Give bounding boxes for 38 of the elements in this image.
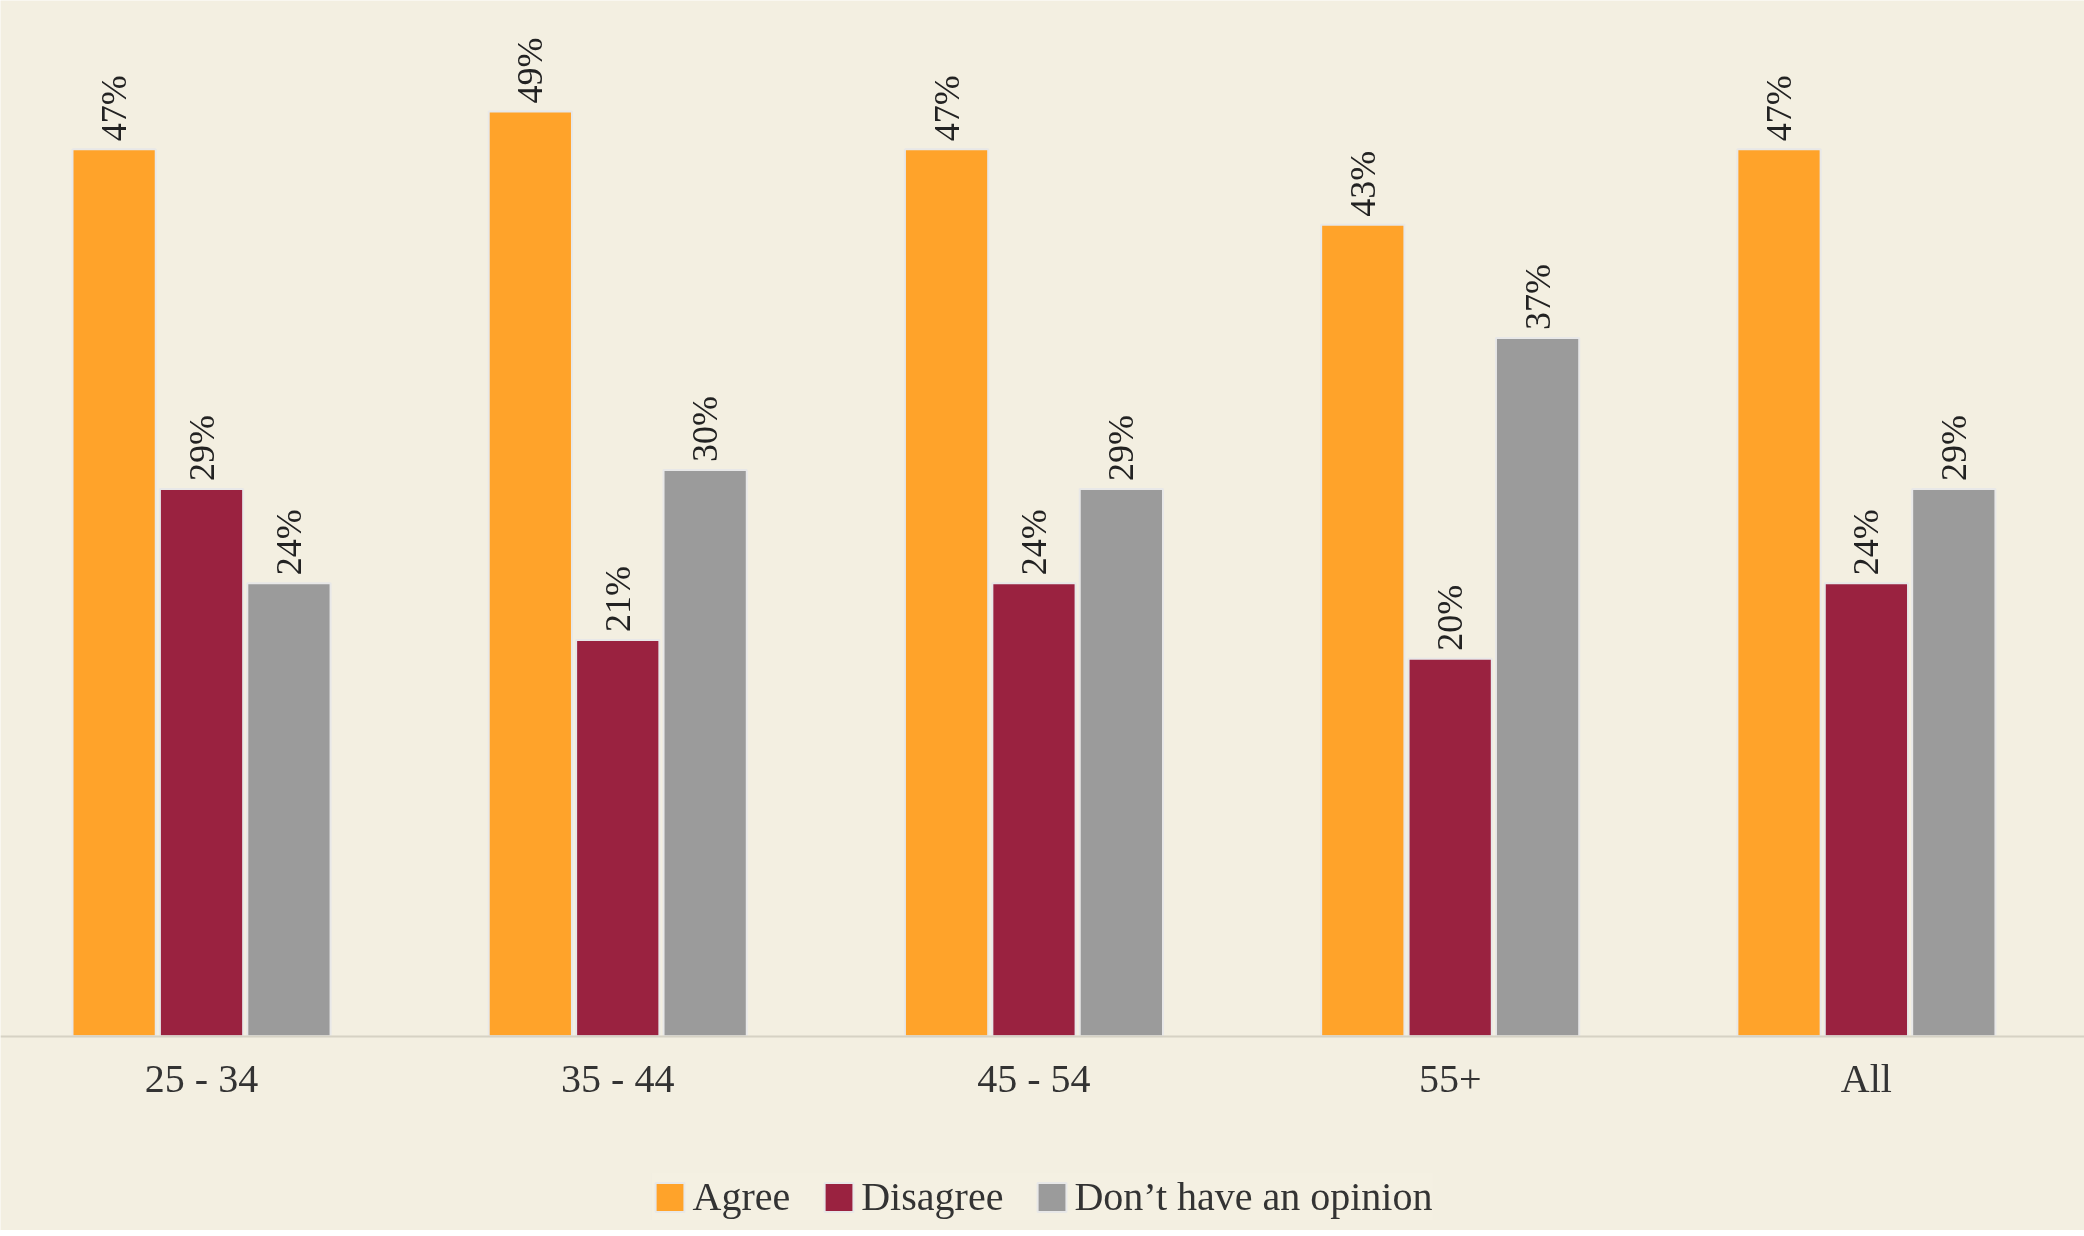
bar [662, 469, 748, 1038]
x-tick-label: 25 - 34 [144, 1056, 259, 1102]
data-label: 47% [94, 75, 135, 142]
bar [1320, 223, 1406, 1038]
data-label: 30% [685, 396, 726, 463]
bar [487, 110, 573, 1038]
bar [575, 638, 661, 1038]
data-label: 47% [1759, 75, 1799, 142]
bar [1494, 336, 1581, 1038]
data-label: 20% [1430, 584, 1471, 651]
data-label: 29% [1101, 414, 1142, 481]
bar [246, 582, 332, 1038]
data-label: 21% [597, 565, 638, 632]
bar [158, 487, 245, 1038]
x-tick-label: All [1840, 1056, 1892, 1102]
data-label: 24% [268, 509, 309, 576]
bar [1911, 487, 1997, 1038]
legend-label: Disagree [861, 1173, 1004, 1220]
bar [1736, 148, 1822, 1038]
data-label: 43% [1342, 150, 1383, 217]
bar [1078, 487, 1164, 1038]
data-label: 47% [926, 75, 967, 142]
bar [71, 148, 157, 1038]
legend-label: Agree [692, 1173, 791, 1220]
data-label: 29% [1933, 414, 1974, 481]
x-tick-label: 35 - 44 [561, 1056, 675, 1102]
data-label: 24% [1013, 509, 1054, 576]
legend-label: Don’t have an opinion [1074, 1173, 1433, 1220]
x-tick-label: 45 - 54 [977, 1056, 1091, 1102]
data-label: 49% [510, 37, 551, 104]
bar [903, 148, 990, 1038]
data-label: 29% [181, 414, 222, 481]
bar [1823, 582, 1910, 1038]
bar [1407, 657, 1493, 1038]
data-label: 37% [1517, 263, 1558, 330]
bar [991, 582, 1077, 1038]
x-tick-label: 55+ [1418, 1056, 1482, 1102]
data-label: 24% [1846, 509, 1887, 576]
